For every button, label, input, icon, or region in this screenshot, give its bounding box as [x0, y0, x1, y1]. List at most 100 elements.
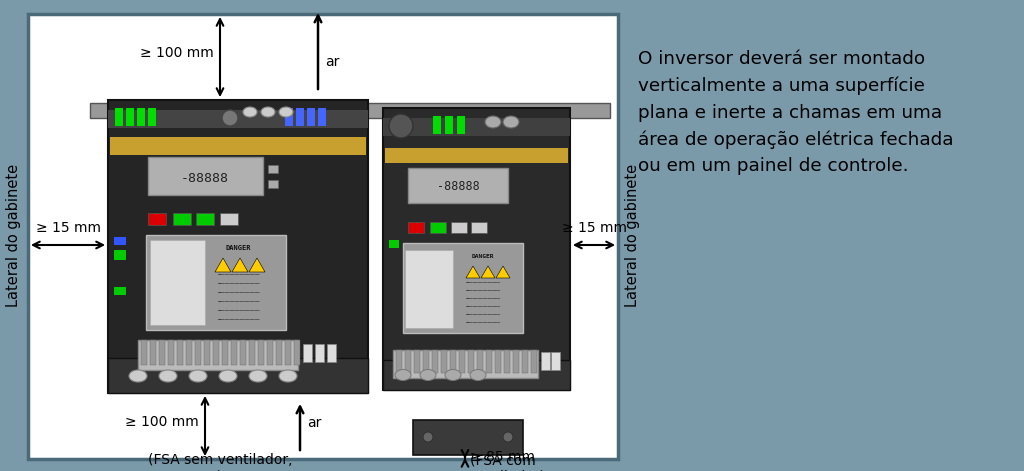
Bar	[114, 287, 126, 295]
Bar	[137, 108, 145, 126]
Ellipse shape	[261, 107, 275, 117]
Bar	[159, 340, 165, 365]
Bar	[531, 350, 537, 373]
Bar	[90, 103, 610, 118]
Bar	[213, 340, 219, 365]
Bar	[459, 350, 465, 373]
Ellipse shape	[395, 370, 411, 381]
Text: Lateral do gabinete: Lateral do gabinete	[6, 164, 22, 307]
Bar	[522, 350, 528, 373]
Ellipse shape	[129, 370, 147, 382]
Bar	[222, 340, 228, 365]
Text: (FSA com
ventilador): (FSA com ventilador)	[470, 453, 546, 471]
Bar	[114, 237, 126, 245]
Bar	[177, 340, 183, 365]
Text: ─────────────────: ─────────────────	[217, 273, 259, 277]
Ellipse shape	[485, 116, 501, 128]
Bar	[450, 350, 456, 373]
Bar	[551, 352, 560, 370]
Bar	[307, 108, 315, 126]
Text: O inversor deverá ser montado
verticalmente a uma superfície
plana e inerte a ch: O inversor deverá ser montado verticalme…	[638, 50, 953, 175]
Circle shape	[423, 432, 433, 442]
Ellipse shape	[219, 370, 237, 382]
Bar	[114, 250, 126, 260]
Ellipse shape	[503, 116, 519, 128]
Bar	[138, 340, 298, 370]
Bar	[148, 213, 166, 225]
Bar	[240, 340, 246, 365]
Text: ≥ 15 mm: ≥ 15 mm	[561, 221, 627, 235]
Circle shape	[222, 110, 238, 126]
Bar	[195, 340, 201, 365]
Bar	[146, 235, 286, 330]
Bar	[285, 340, 291, 365]
Text: ─────────────────: ─────────────────	[217, 309, 259, 313]
Bar	[504, 350, 510, 373]
Text: ─────────────────: ─────────────────	[217, 300, 259, 304]
Text: ──────────────: ──────────────	[466, 305, 501, 309]
Bar	[413, 420, 523, 455]
Text: ≥ 85 mm: ≥ 85 mm	[470, 450, 535, 464]
Text: ≥ 15 mm: ≥ 15 mm	[36, 221, 100, 235]
Ellipse shape	[159, 370, 177, 382]
Circle shape	[389, 114, 413, 138]
Bar	[389, 240, 399, 248]
Polygon shape	[232, 258, 248, 272]
Bar	[414, 350, 420, 373]
Bar	[173, 213, 191, 225]
Bar	[108, 358, 368, 393]
Bar	[294, 340, 300, 365]
Text: ar: ar	[307, 416, 322, 430]
Bar	[495, 350, 501, 373]
Bar	[220, 213, 238, 225]
Bar	[28, 14, 618, 459]
Text: ──────────────: ──────────────	[466, 297, 501, 301]
Bar	[150, 240, 205, 325]
Text: Lateral do gabinete: Lateral do gabinete	[625, 164, 640, 307]
Bar	[303, 344, 312, 362]
Bar	[430, 222, 446, 233]
Bar	[486, 350, 492, 373]
Bar	[148, 108, 156, 126]
Text: ≥ 100 mm: ≥ 100 mm	[140, 46, 214, 60]
Bar	[108, 110, 368, 128]
Text: ──────────────: ──────────────	[466, 321, 501, 325]
Text: ≥ 100 mm: ≥ 100 mm	[125, 415, 199, 429]
Bar	[406, 350, 411, 373]
Bar	[186, 340, 193, 365]
Bar	[441, 350, 447, 373]
Bar	[423, 350, 429, 373]
Bar	[471, 222, 487, 233]
Ellipse shape	[279, 107, 293, 117]
Bar	[541, 352, 550, 370]
Text: ─────────────────: ─────────────────	[217, 282, 259, 286]
Bar	[315, 344, 324, 362]
Bar	[468, 350, 474, 373]
Bar	[268, 180, 278, 188]
Text: ar: ar	[325, 55, 339, 69]
Bar	[148, 157, 263, 195]
Bar	[396, 350, 402, 373]
Bar	[403, 243, 523, 333]
Bar	[196, 213, 214, 225]
Polygon shape	[496, 266, 510, 278]
Bar	[110, 137, 366, 155]
Bar	[318, 108, 326, 126]
Polygon shape	[466, 266, 480, 278]
Bar	[115, 108, 123, 126]
Text: ──────────────: ──────────────	[466, 289, 501, 293]
Bar	[385, 148, 568, 163]
Bar	[408, 222, 424, 233]
Text: ─────────────────: ─────────────────	[217, 318, 259, 322]
Ellipse shape	[279, 370, 297, 382]
Text: (FSA sem ventilador,
FSB a FSE): (FSA sem ventilador, FSB a FSE)	[148, 453, 293, 471]
Text: ──────────────: ──────────────	[466, 313, 501, 317]
Bar	[383, 360, 570, 390]
Ellipse shape	[470, 370, 486, 381]
Text: ──────────────: ──────────────	[466, 281, 501, 285]
Ellipse shape	[249, 370, 267, 382]
Text: DANGER: DANGER	[225, 245, 251, 251]
Bar	[327, 344, 336, 362]
Polygon shape	[215, 258, 231, 272]
Bar	[451, 222, 467, 233]
